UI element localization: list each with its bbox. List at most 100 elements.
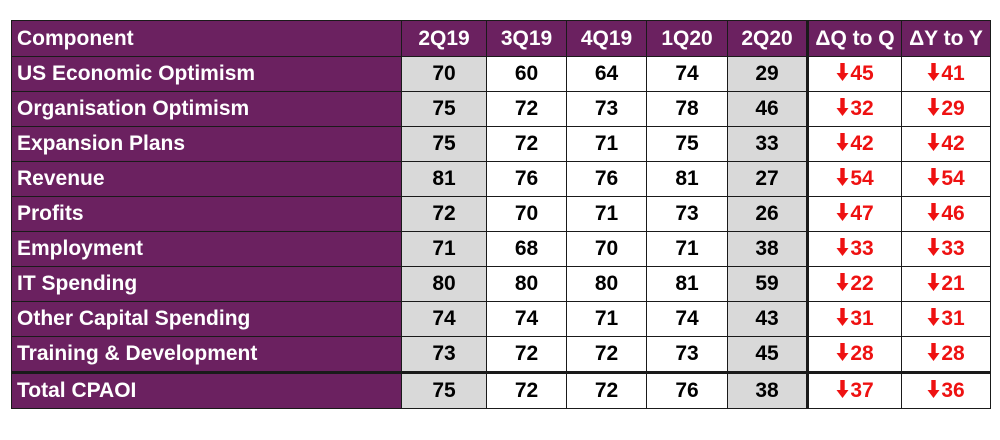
table-row: Training & Development 73 72 72 73 45 28 28 <box>11 336 991 373</box>
component-name: IT Spending <box>11 266 402 302</box>
component-name: Total CPAOI <box>11 371 402 409</box>
cpaoi-components-table: Component 2Q19 3Q19 4Q19 1Q20 2Q20 ΔQ to Q ΔY t… <box>11 20 991 409</box>
header-4q19: 4Q19 <box>566 20 647 57</box>
delta-y-to-y-cell: 54 <box>901 161 991 197</box>
arrow-down-icon <box>836 237 849 257</box>
header-delta-y-to-y: ΔY to Y <box>901 20 991 57</box>
value-cell: 72 <box>486 126 567 162</box>
component-name: Training & Development <box>11 336 402 373</box>
delta-value: 37 <box>850 379 874 402</box>
value-cell: 72 <box>486 371 567 409</box>
table-row: Other Capital Spending 74 74 71 74 43 31 31 <box>11 301 991 337</box>
arrow-down-icon <box>927 62 940 82</box>
value-cell: 81 <box>646 161 728 197</box>
value-cell: 60 <box>486 56 567 92</box>
arrow-down-icon <box>836 167 849 187</box>
header-3q19: 3Q19 <box>486 20 567 57</box>
arrow-down-icon <box>927 272 940 292</box>
delta-value: 54 <box>850 167 874 190</box>
value-cell: 71 <box>646 231 728 267</box>
delta-value: 28 <box>850 342 874 365</box>
delta-q-to-q-cell: 22 <box>806 266 902 302</box>
value-cell: 76 <box>566 161 647 197</box>
delta-value: 21 <box>941 272 965 295</box>
delta-y-to-y-cell: 33 <box>901 231 991 267</box>
header-2q19: 2Q19 <box>401 20 487 57</box>
value-cell: 70 <box>486 196 567 232</box>
table-row: Expansion Plans 75 72 71 75 33 42 42 <box>11 126 991 162</box>
component-name: Organisation Optimism <box>11 91 402 127</box>
delta-value: 31 <box>850 307 874 330</box>
value-cell: 43 <box>727 301 808 337</box>
value-cell: 73 <box>646 336 728 373</box>
delta-value: 42 <box>941 132 965 155</box>
delta-value: 45 <box>850 62 874 85</box>
arrow-down-icon <box>836 307 849 327</box>
arrow-down-icon <box>836 62 849 82</box>
value-cell: 81 <box>401 161 487 197</box>
component-name: Employment <box>11 231 402 267</box>
delta-q-to-q-cell: 45 <box>806 56 902 92</box>
table-row: Organisation Optimism 75 72 73 78 46 32 29 <box>11 91 991 127</box>
delta-q-to-q-cell: 33 <box>806 231 902 267</box>
value-cell: 76 <box>486 161 567 197</box>
component-name: Expansion Plans <box>11 126 402 162</box>
delta-value: 36 <box>941 379 965 402</box>
arrow-down-icon <box>836 202 849 222</box>
arrow-down-icon <box>927 132 940 152</box>
value-cell: 45 <box>727 336 808 373</box>
delta-value: 42 <box>850 132 874 155</box>
value-cell: 70 <box>401 56 487 92</box>
delta-value: 29 <box>941 97 965 120</box>
value-cell: 76 <box>646 371 728 409</box>
arrow-down-icon <box>927 379 940 399</box>
header-delta-q-to-q: ΔQ to Q <box>806 20 902 57</box>
value-cell: 71 <box>566 196 647 232</box>
value-cell: 75 <box>646 126 728 162</box>
value-cell: 74 <box>401 301 487 337</box>
arrow-down-icon <box>927 342 940 362</box>
table-row: Profits 72 70 71 73 26 47 46 <box>11 196 991 232</box>
arrow-down-icon <box>836 272 849 292</box>
delta-value: 47 <box>850 202 874 225</box>
value-cell: 64 <box>566 56 647 92</box>
value-cell: 73 <box>646 196 728 232</box>
value-cell: 72 <box>486 91 567 127</box>
value-cell: 73 <box>566 91 647 127</box>
table-row: Revenue 81 76 76 81 27 54 54 <box>11 161 991 197</box>
delta-y-to-y-cell: 31 <box>901 301 991 337</box>
value-cell: 75 <box>401 126 487 162</box>
value-cell: 80 <box>566 266 647 302</box>
value-cell: 71 <box>566 126 647 162</box>
value-cell: 38 <box>727 231 808 267</box>
delta-q-to-q-cell: 28 <box>806 336 902 373</box>
value-cell: 80 <box>486 266 567 302</box>
value-cell: 72 <box>566 336 647 373</box>
delta-y-to-y-cell: 28 <box>901 336 991 373</box>
value-cell: 71 <box>401 231 487 267</box>
delta-q-to-q-cell: 37 <box>806 371 902 409</box>
value-cell: 27 <box>727 161 808 197</box>
table-row: IT Spending 80 80 80 81 59 22 21 <box>11 266 991 302</box>
delta-value: 31 <box>941 307 965 330</box>
value-cell: 75 <box>401 91 487 127</box>
value-cell: 29 <box>727 56 808 92</box>
value-cell: 81 <box>646 266 728 302</box>
arrow-down-icon <box>927 202 940 222</box>
arrow-down-icon <box>927 307 940 327</box>
delta-q-to-q-cell: 31 <box>806 301 902 337</box>
value-cell: 78 <box>646 91 728 127</box>
arrow-down-icon <box>836 132 849 152</box>
header-1q20: 1Q20 <box>646 20 728 57</box>
table-row: Employment 71 68 70 71 38 33 33 <box>11 231 991 267</box>
value-cell: 59 <box>727 266 808 302</box>
delta-y-to-y-cell: 42 <box>901 126 991 162</box>
value-cell: 70 <box>566 231 647 267</box>
delta-y-to-y-cell: 46 <box>901 196 991 232</box>
component-name: Other Capital Spending <box>11 301 402 337</box>
delta-y-to-y-cell: 41 <box>901 56 991 92</box>
arrow-down-icon <box>836 97 849 117</box>
delta-value: 33 <box>850 237 874 260</box>
delta-y-to-y-cell: 29 <box>901 91 991 127</box>
arrow-down-icon <box>927 97 940 117</box>
